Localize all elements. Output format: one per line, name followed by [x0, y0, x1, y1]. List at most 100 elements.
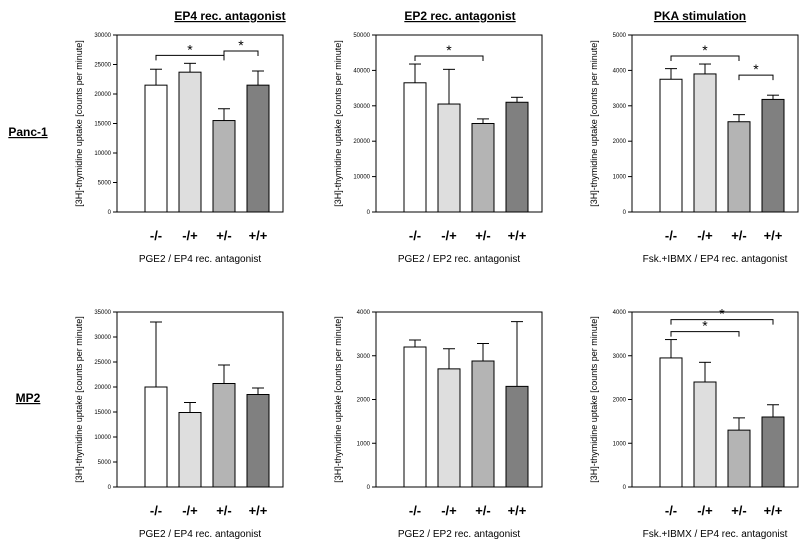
y-tick-label: 1000	[613, 175, 627, 181]
y-tick-label: 3000	[613, 104, 627, 110]
bar-0	[659, 357, 683, 488]
bar-1	[693, 73, 717, 213]
category-label-1: -/+	[697, 228, 713, 243]
y-tick-label: 5000	[98, 181, 112, 187]
significance-bracket	[223, 50, 259, 56]
significance-star: *	[187, 41, 193, 57]
significance-bracket	[670, 319, 774, 325]
x-axis-label: Fsk.+IBMX / EP4 rec. antagonist	[643, 254, 788, 265]
bar-0	[659, 78, 683, 213]
category-label-0: -/-	[150, 503, 162, 518]
bar-2	[212, 383, 236, 488]
y-tick-label: 1000	[613, 441, 627, 447]
significance-bracket	[414, 55, 484, 62]
bar-0	[403, 346, 427, 488]
bar-3	[246, 84, 270, 213]
chart-mp2-pka: 0 1000 2000 3000 4000 [3H]-thymidine uptake […	[589, 306, 799, 540]
bar-3	[761, 416, 785, 488]
y-tick-label: 10000	[94, 151, 111, 157]
y-tick-label: 10000	[94, 435, 111, 441]
significance-bracket	[738, 74, 774, 81]
bar-0	[403, 82, 427, 213]
y-axis-label: [3H]-thymidine uptake [counts per minute…	[589, 40, 599, 207]
y-tick-label: 3000	[613, 354, 627, 360]
y-tick-label: 2000	[613, 139, 627, 145]
significance-bracket	[670, 331, 740, 337]
x-axis-label: PGE2 / EP2 rec. antagonist	[398, 529, 521, 540]
y-axis-label: [3H]-thymidine uptake [counts per minute…	[74, 316, 84, 483]
y-tick-label: 50000	[353, 33, 370, 39]
y-tick-label: 0	[623, 485, 627, 491]
x-axis-label: Fsk.+IBMX / EP4 rec. antagonist	[643, 529, 788, 540]
category-label-2: +/-	[731, 228, 747, 243]
category-label-2: +/-	[475, 503, 491, 518]
category-label-2: +/-	[216, 228, 232, 243]
y-tick-label: 3000	[357, 354, 371, 360]
y-tick-label: 1000	[357, 441, 371, 447]
significance-star: *	[702, 42, 708, 58]
y-tick-label: 10000	[353, 175, 370, 181]
x-axis-label: PGE2 / EP4 rec. antagonist	[139, 254, 262, 265]
significance-star: *	[238, 37, 244, 53]
category-label-1: -/+	[441, 228, 457, 243]
y-tick-label: 5000	[613, 33, 627, 39]
significance-star: *	[446, 42, 452, 58]
bar-0	[144, 386, 168, 488]
row-label-panc1: Panc-1	[8, 125, 48, 139]
y-tick-label: 2000	[613, 398, 627, 404]
category-label-0: -/-	[409, 503, 421, 518]
y-tick-label: 25000	[94, 63, 111, 69]
y-tick-label: 0	[108, 485, 112, 491]
significance-bracket	[155, 54, 225, 61]
y-tick-label: 40000	[353, 68, 370, 74]
bar-2	[471, 123, 495, 213]
y-tick-label: 0	[108, 210, 112, 216]
category-label-0: -/-	[409, 228, 421, 243]
y-tick-label: 15000	[94, 122, 111, 128]
category-label-1: -/+	[182, 228, 198, 243]
bar-0	[144, 84, 168, 213]
bar-1	[437, 368, 461, 488]
y-axis-label: [3H]-thymidine uptake [counts per minute…	[74, 40, 84, 207]
category-label-2: +/-	[731, 503, 747, 518]
bar-2	[212, 120, 236, 213]
category-label-0: -/-	[665, 228, 677, 243]
x-axis-label: PGE2 / EP4 rec. antagonist	[139, 529, 262, 540]
bar-3	[246, 394, 270, 488]
bar-2	[471, 360, 495, 488]
row-label-mp2: MP2	[16, 391, 41, 405]
bar-1	[693, 381, 717, 488]
y-tick-label: 20000	[94, 385, 111, 391]
category-label-3: +/+	[249, 503, 268, 518]
chart-mp2-ep4: 0 5000 10000 15000 20000 25000 30000 35000 [3H]-…	[74, 310, 284, 540]
y-tick-label: 0	[623, 210, 627, 216]
chart-panc1-ep4: 0 5000 10000 15000 20000 25000 30000 [3H]-thymi…	[74, 33, 284, 265]
y-tick-label: 25000	[94, 360, 111, 366]
y-tick-label: 30000	[94, 335, 111, 341]
bar-3	[761, 98, 785, 213]
y-tick-label: 0	[367, 210, 371, 216]
chart-mp2-ep2: 0 1000 2000 3000 4000 [3H]-thymidine uptake […	[333, 310, 543, 540]
y-tick-label: 5000	[98, 460, 112, 466]
category-label-1: -/+	[441, 503, 457, 518]
category-label-3: +/+	[508, 228, 527, 243]
category-label-2: +/-	[216, 503, 232, 518]
category-label-3: +/+	[508, 503, 527, 518]
y-tick-label: 0	[367, 485, 371, 491]
y-axis-label: [3H]-thymidine uptake [counts per minute…	[589, 316, 599, 483]
bar-1	[178, 412, 202, 488]
y-tick-label: 30000	[353, 104, 370, 110]
category-label-2: +/-	[475, 228, 491, 243]
y-axis-label: [3H]-thymidine uptake [counts per minute…	[333, 40, 343, 207]
category-label-3: +/+	[764, 228, 783, 243]
category-label-0: -/-	[150, 228, 162, 243]
bar-2	[727, 121, 751, 213]
significance-star: *	[702, 318, 708, 334]
bar-3	[505, 385, 529, 488]
y-axis-label: [3H]-thymidine uptake [counts per minute…	[333, 316, 343, 483]
category-label-3: +/+	[249, 228, 268, 243]
x-axis-label: PGE2 / EP2 rec. antagonist	[398, 254, 521, 265]
y-tick-label: 30000	[94, 33, 111, 39]
column-title-pka: PKA stimulation	[654, 9, 746, 23]
